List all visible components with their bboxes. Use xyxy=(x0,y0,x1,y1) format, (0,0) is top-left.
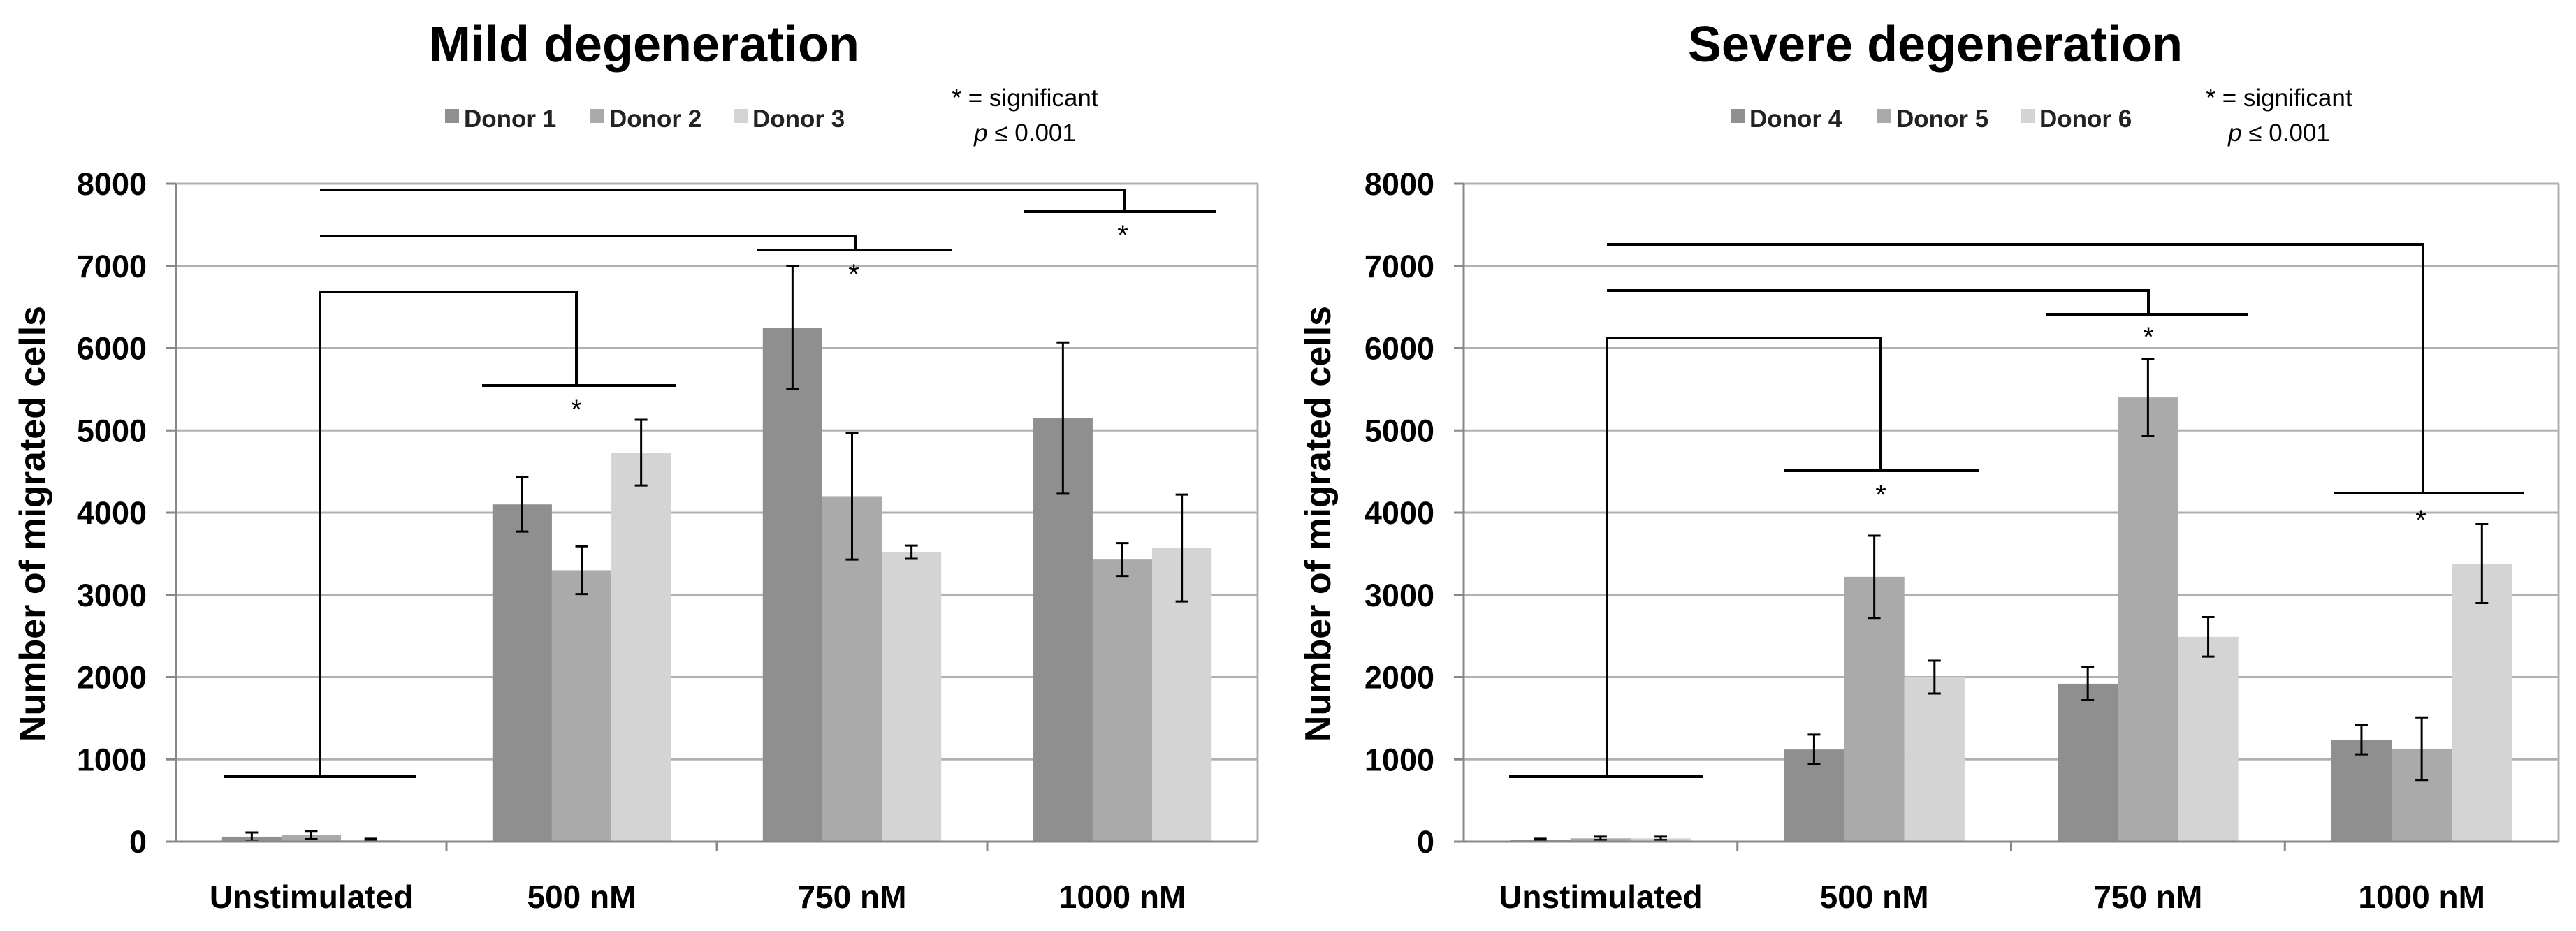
y-tick-label: 8000 xyxy=(77,166,147,202)
significance-note-line1: * = significant xyxy=(952,85,1098,112)
legend-label-series-2: Donor 5 xyxy=(1896,105,1988,133)
y-tick-label: 7000 xyxy=(1365,249,1434,284)
significance-note-line1: * = significant xyxy=(2206,85,2352,112)
significance-note-line2: p ≤ 0.001 xyxy=(2227,119,2330,147)
bar xyxy=(2331,739,2392,842)
bracket-unstimulated-vs-750nM xyxy=(1607,289,2150,314)
error-bars xyxy=(1534,358,2489,842)
chart-severe: Severe degeneration Donor 4 Donor 5 Dono… xyxy=(1298,17,2560,915)
chart-title: Mild degeneration xyxy=(429,17,859,73)
y-tick-label: 8000 xyxy=(1365,166,1434,202)
category-label: 1000 nM xyxy=(2358,879,2485,915)
y-tick-label: 1000 xyxy=(1365,742,1434,777)
bracket-unstimulated-vs-500nM xyxy=(1606,337,1882,777)
legend-label-series-3: Donor 6 xyxy=(2039,105,2132,133)
bars xyxy=(1510,397,2512,842)
y-tick-label: 1000 xyxy=(77,742,147,777)
category-label: Unstimulated xyxy=(210,879,413,915)
p-symbol: p xyxy=(973,119,987,147)
bar xyxy=(882,552,942,842)
significance-star-1000nM: * xyxy=(1117,220,1128,251)
gridlines xyxy=(1464,182,2559,761)
y-tick-label: 4000 xyxy=(77,495,147,531)
significance-star-500nM: * xyxy=(1875,480,1886,511)
category-label: 750 nM xyxy=(798,879,907,915)
significance-note: * = significant p ≤ 0.001 xyxy=(2206,85,2352,147)
bar xyxy=(762,328,822,842)
y-tick-label: 3000 xyxy=(77,578,147,613)
category-labels: Unstimulated 500 nM 750 nM 1000 nM xyxy=(210,879,1186,915)
category-label: 1000 nM xyxy=(1059,879,1186,915)
p-threshold: ≤ 0.001 xyxy=(988,119,1076,147)
significance-note: * = significant p ≤ 0.001 xyxy=(952,85,1098,147)
category-label: 500 nM xyxy=(1820,879,1929,915)
legend-swatch-series-2 xyxy=(590,109,604,123)
significance-star-750nM: * xyxy=(848,259,859,290)
y-tick-label: 2000 xyxy=(1365,660,1434,696)
y-tick-label: 0 xyxy=(1417,824,1434,860)
significance-brackets xyxy=(1509,243,2524,778)
significance-star-1000nM: * xyxy=(2415,505,2426,536)
p-threshold: ≤ 0.001 xyxy=(2242,119,2330,147)
bracket-unstimulated-vs-500nM xyxy=(319,291,578,777)
category-label: 500 nM xyxy=(527,879,636,915)
bar xyxy=(492,504,552,842)
category-label: Unstimulated xyxy=(1499,879,1702,915)
legend-swatch-series-3 xyxy=(2021,109,2035,123)
bar xyxy=(2118,397,2178,842)
y-tick-label: 6000 xyxy=(77,331,147,367)
significance-star-500nM: * xyxy=(571,395,582,425)
y-axis-label: Number of migrated cells xyxy=(13,306,53,742)
significance-star-750nM: * xyxy=(2143,322,2154,353)
plot-area: 0 1000 2000 3000 4000 5000 6000 7000 8000 Unstim… xyxy=(1365,166,2560,915)
y-tick-label: 6000 xyxy=(1365,331,1434,367)
chart-mild: Mild degeneration Donor 1 Donor 2 Donor … xyxy=(13,17,1259,915)
gridlines xyxy=(176,182,1258,761)
category-labels: Unstimulated 500 nM 750 nM 1000 nM xyxy=(1499,879,2485,915)
bar xyxy=(2452,564,2512,842)
legend-label-series-1: Donor 1 xyxy=(464,105,556,133)
bar xyxy=(2058,683,2118,842)
bar xyxy=(2178,636,2239,842)
bar xyxy=(1844,576,1905,842)
legend: Donor 4 Donor 5 Donor 6 xyxy=(1731,105,2132,133)
bracket-unstimulated-vs-1000nM xyxy=(320,189,1126,210)
y-axis-label: Number of migrated cells xyxy=(1298,306,1339,742)
legend-swatch-series-1 xyxy=(1731,109,1745,123)
legend-label-series-3: Donor 3 xyxy=(752,105,845,133)
category-label: 750 nM xyxy=(2093,879,2202,915)
axes xyxy=(1454,182,2560,851)
p-symbol: p xyxy=(2227,119,2241,147)
significance-brackets xyxy=(224,189,1216,778)
legend-swatch-series-1 xyxy=(445,109,459,123)
y-tick-label: 3000 xyxy=(1365,578,1434,613)
y-tick-label: 2000 xyxy=(77,660,147,696)
bar xyxy=(551,570,612,842)
y-tick-labels: 0 1000 2000 3000 4000 5000 6000 7000 8000 xyxy=(77,166,147,860)
bar xyxy=(1904,677,1965,842)
chart-title: Severe degeneration xyxy=(1688,17,2183,73)
legend-label-series-2: Donor 2 xyxy=(609,105,701,133)
bars xyxy=(221,328,1212,842)
legend-swatch-series-3 xyxy=(734,109,748,123)
bracket-unstimulated-vs-1000nM xyxy=(1607,243,2424,493)
y-tick-label: 5000 xyxy=(77,413,147,448)
plot-area: 0 1000 2000 3000 4000 5000 6000 7000 8000 Unstim… xyxy=(77,166,1259,915)
significance-note-line2: p ≤ 0.001 xyxy=(973,119,1076,147)
y-tick-labels: 0 1000 2000 3000 4000 5000 6000 7000 8000 xyxy=(1365,166,1434,860)
legend-label-series-1: Donor 4 xyxy=(1749,105,1842,133)
y-tick-label: 0 xyxy=(129,824,147,860)
bar xyxy=(1092,559,1153,842)
y-tick-label: 5000 xyxy=(1365,413,1434,448)
legend: Donor 1 Donor 2 Donor 3 xyxy=(445,105,845,133)
axes xyxy=(166,182,1259,851)
bracket-unstimulated-vs-750nM xyxy=(320,235,857,250)
bar xyxy=(611,453,671,842)
legend-swatch-series-2 xyxy=(1877,109,1891,123)
y-tick-label: 7000 xyxy=(77,249,147,284)
y-tick-label: 4000 xyxy=(1365,495,1434,531)
